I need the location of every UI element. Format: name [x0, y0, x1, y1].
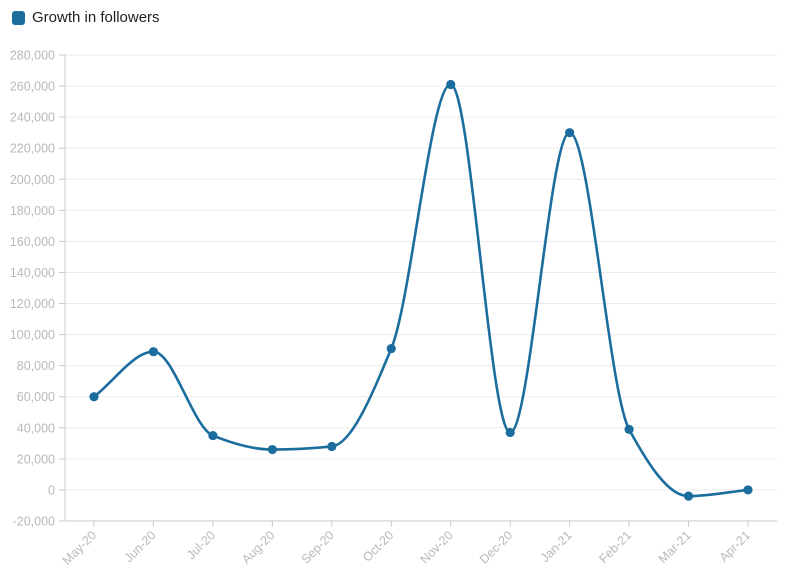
y-axis-label: 200,000: [10, 173, 55, 187]
x-axis-label: Sep-20: [299, 528, 337, 566]
x-axis-label: Feb-21: [596, 528, 634, 566]
x-axis-label: Dec-20: [477, 528, 515, 566]
x-axis-label: Aug-20: [239, 528, 277, 566]
data-point: [624, 424, 634, 434]
data-point: [327, 441, 337, 452]
legend-label: Growth in followers: [32, 9, 160, 26]
data-point: [148, 347, 159, 357]
x-axis-label: Jun-20: [122, 528, 159, 565]
x-axis-label: Nov-20: [417, 528, 455, 566]
series-line: [92, 83, 750, 498]
y-axis-label: 120,000: [10, 297, 55, 311]
data-point: [267, 444, 277, 455]
data-point: [208, 430, 218, 441]
data-point: [743, 485, 753, 495]
y-axis-label: 220,000: [10, 142, 55, 156]
y-axis-label: 40,000: [17, 421, 55, 435]
y-axis-label: 140,000: [10, 266, 55, 280]
x-axis-label: Apr-21: [717, 528, 753, 564]
x-axis-label: Jan-21: [538, 528, 575, 565]
y-axis-label: 180,000: [10, 204, 55, 218]
x-axis-label: Jul-20: [184, 528, 218, 562]
data-point: [505, 427, 515, 438]
y-axis-label: 240,000: [10, 111, 55, 125]
legend-swatch: [12, 10, 25, 25]
y-axis-label: 280,000: [10, 49, 55, 63]
y-axis-label: -20,000: [13, 515, 55, 529]
y-axis-label: 260,000: [10, 80, 55, 94]
x-axis-label: Oct-20: [360, 528, 396, 564]
y-axis-label: 0: [48, 483, 55, 497]
y-axis-label: 160,000: [10, 235, 55, 249]
y-axis-label: 20,000: [17, 452, 55, 466]
data-point: [683, 491, 694, 501]
data-point: [89, 392, 99, 402]
x-axis-label: May-20: [60, 528, 99, 567]
x-axis-label: Mar-21: [656, 528, 694, 566]
data-point: [446, 79, 456, 90]
y-axis-label: 80,000: [17, 359, 55, 373]
data-point: [565, 128, 575, 138]
data-point: [386, 343, 396, 354]
legend: Growth in followers: [12, 10, 160, 25]
y-axis-label: 60,000: [17, 390, 55, 404]
y-axis-label: 100,000: [10, 328, 55, 342]
